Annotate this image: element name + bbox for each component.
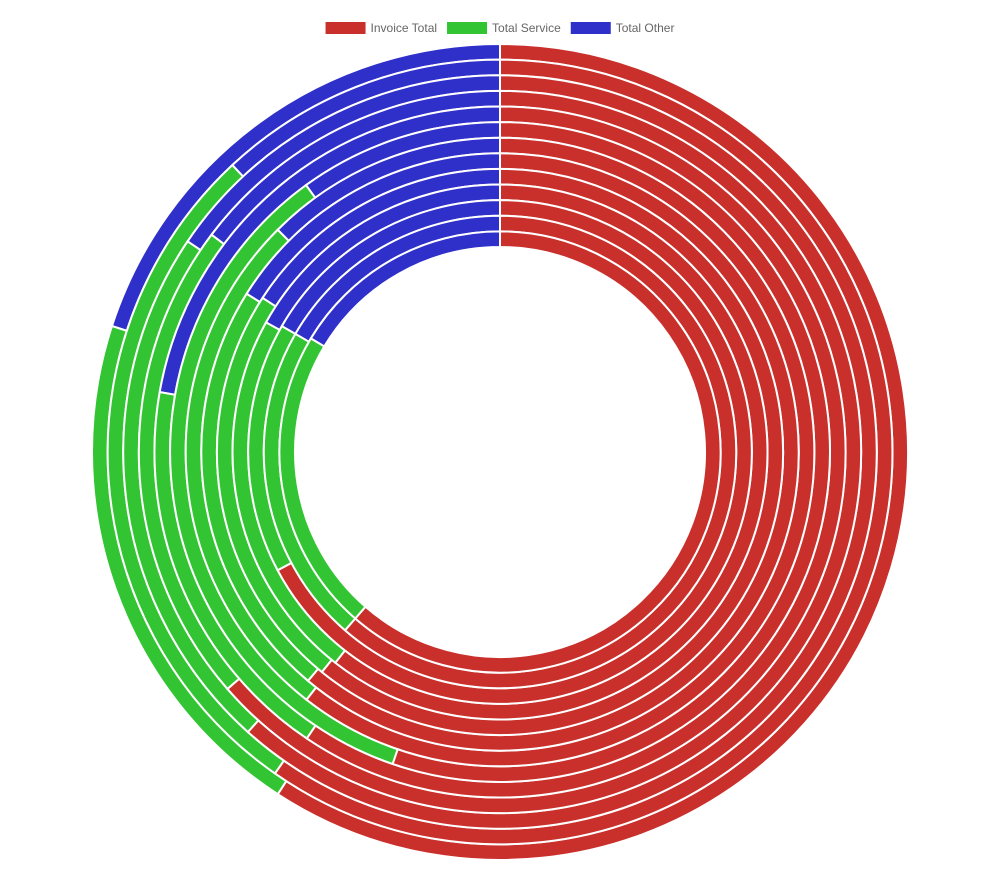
- legend-swatch: [570, 22, 611, 34]
- legend-label: Invoice Total: [371, 21, 438, 35]
- legend-swatch: [325, 22, 366, 34]
- legend-swatch: [447, 22, 488, 34]
- legend-label: Total Service: [492, 21, 561, 35]
- ring-segment: [309, 230, 501, 348]
- legend-label: Total Other: [616, 21, 675, 35]
